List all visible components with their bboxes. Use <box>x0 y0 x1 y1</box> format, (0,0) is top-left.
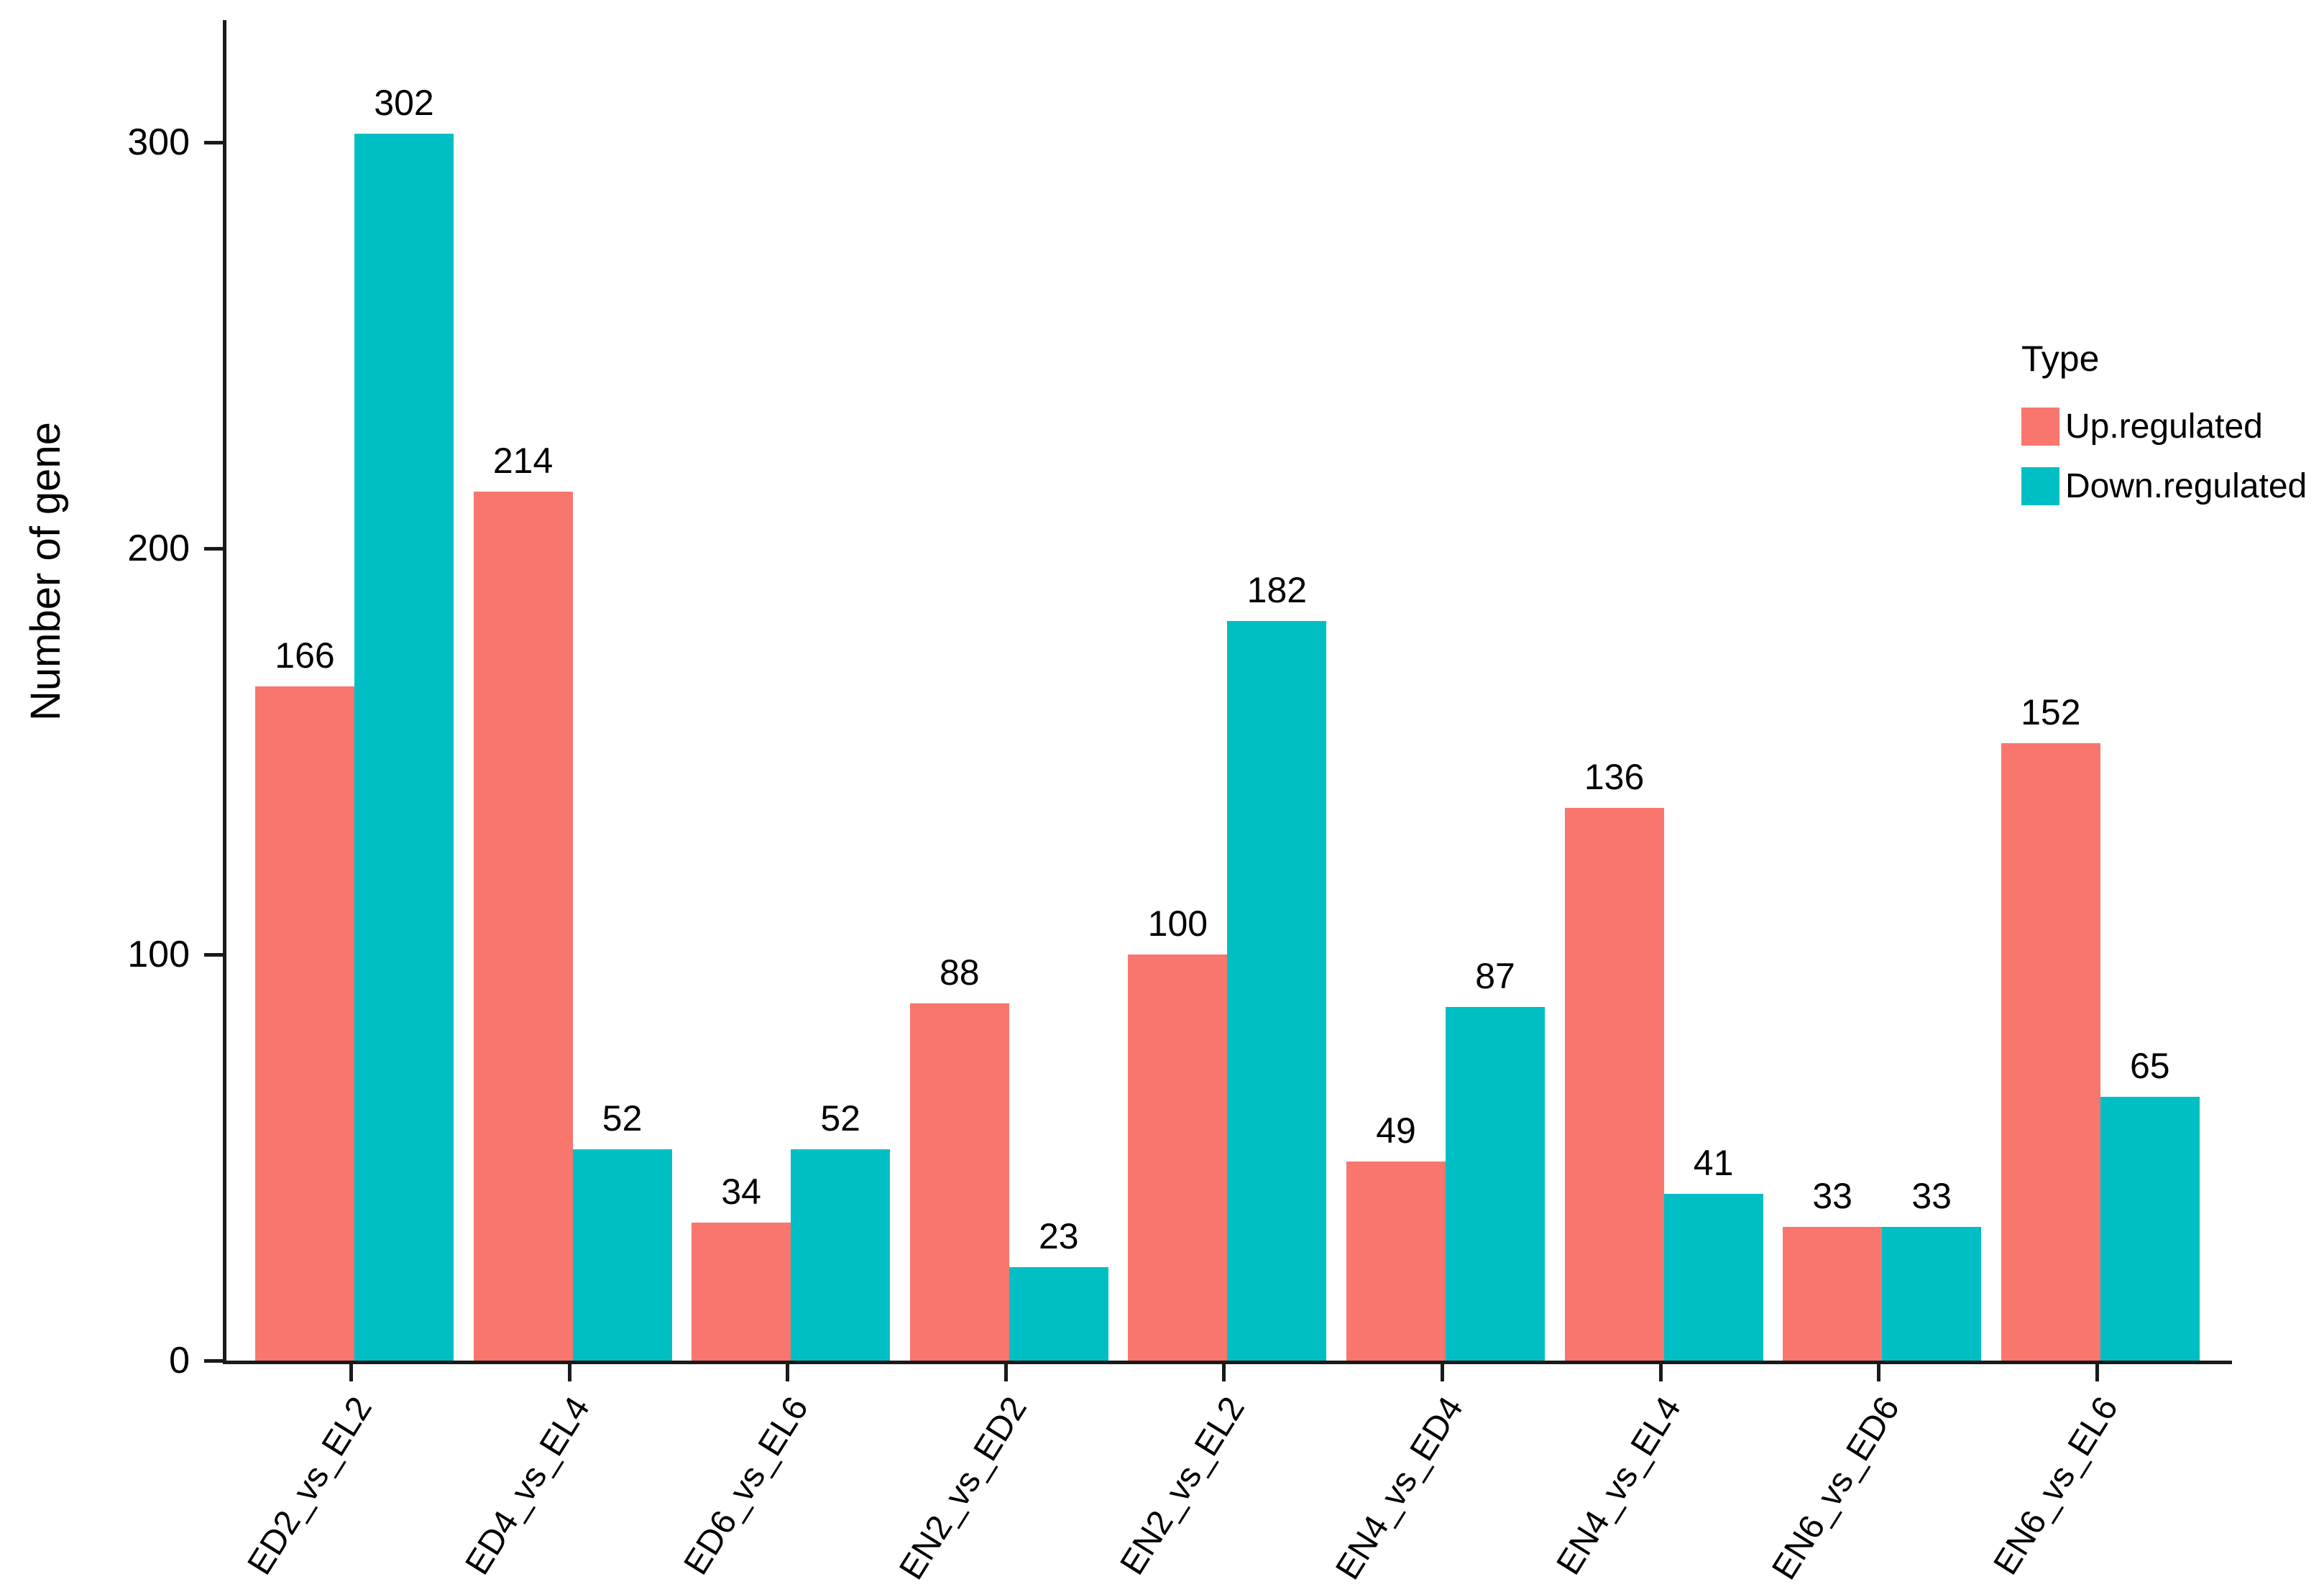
x-tick <box>349 1364 353 1381</box>
bar-down-regulated <box>2100 1096 2200 1361</box>
bar-up-regulated <box>1346 1162 1446 1361</box>
bar-down-regulated <box>1227 621 1327 1361</box>
legend-items: Up.regulated Down.regulated <box>2021 407 2307 506</box>
x-tick-label: EN2_vs_ED2 <box>891 1390 1034 1586</box>
y-tick <box>204 952 223 957</box>
x-tick <box>1003 1364 1008 1381</box>
plot-area: 166 302 214 52 34 52 88 23 100 182 49 87 136 41 33 33 15… <box>223 20 2232 1364</box>
bar-down-regulated <box>1882 1226 1982 1361</box>
x-tick-label: EN6_vs_EL6 <box>1986 1390 2126 1582</box>
x-tick <box>1658 1364 1663 1381</box>
bar-down-regulated <box>791 1149 891 1361</box>
x-tick-label: EN4_vs_ED4 <box>1328 1390 1471 1586</box>
bar-value-label: 88 <box>939 952 980 993</box>
bar-value-label: 65 <box>2129 1045 2170 1086</box>
bar-value-label: 49 <box>1376 1110 1416 1151</box>
y-tick-label: 100 <box>127 933 190 975</box>
x-tick <box>1441 1364 1444 1381</box>
bar-value-label: 33 <box>1911 1175 1952 1216</box>
bar-up-regulated <box>1564 808 1664 1361</box>
legend-item-label: Down.regulated <box>2065 467 2307 505</box>
x-tick <box>567 1364 571 1381</box>
y-tick <box>204 1359 223 1363</box>
x-tick <box>786 1364 790 1381</box>
bar-value-label: 87 <box>1475 956 1515 997</box>
bar-value-label: 166 <box>275 635 335 676</box>
legend-item-down-regulated: Down.regulated <box>2021 466 2307 506</box>
bar-down-regulated <box>1009 1267 1108 1361</box>
x-tick <box>1222 1364 1226 1381</box>
x-tick <box>2095 1364 2099 1381</box>
y-tick <box>204 546 223 551</box>
bar-value-label: 152 <box>2021 691 2081 732</box>
bar-value-label: 52 <box>602 1098 643 1139</box>
legend-item-up-regulated: Up.regulated <box>2021 407 2307 446</box>
y-axis-title: Number of gene <box>22 422 69 721</box>
legend-swatch <box>2021 408 2059 446</box>
bar-down-regulated <box>572 1149 672 1361</box>
x-tick-label: EN4_vs_EL4 <box>1549 1390 1689 1582</box>
bar-up-regulated <box>1128 954 1228 1361</box>
bar-up-regulated <box>909 1003 1009 1361</box>
x-tick-label: EN2_vs_EL2 <box>1113 1390 1253 1582</box>
bar-value-label: 302 <box>374 83 434 124</box>
x-tick-label: ED4_vs_EL4 <box>458 1390 598 1582</box>
bar-down-regulated <box>1446 1007 1545 1361</box>
bar-value-label: 33 <box>1812 1175 1852 1216</box>
bar-up-regulated <box>1783 1226 1883 1361</box>
bar-value-label: 41 <box>1693 1143 1734 1184</box>
bar-up-regulated <box>692 1222 791 1361</box>
bar-down-regulated <box>1663 1194 1763 1361</box>
bar-value-label: 100 <box>1147 903 1208 944</box>
y-tick-label: 0 <box>169 1340 190 1381</box>
legend: Type Up.regulated Down.regulated <box>2021 338 2307 526</box>
bar-value-label: 52 <box>820 1098 860 1139</box>
y-tick <box>204 140 223 144</box>
bar-value-label: 34 <box>721 1171 761 1212</box>
bar-value-label: 182 <box>1246 570 1308 611</box>
y-tick-label: 300 <box>127 121 190 163</box>
legend-item-label: Up.regulated <box>2065 408 2263 446</box>
x-tick-label: ED6_vs_EL6 <box>676 1390 816 1582</box>
bar-value-label: 214 <box>492 440 554 481</box>
bar-value-label: 136 <box>1584 757 1645 798</box>
bar-up-regulated <box>2001 742 2100 1361</box>
x-tick-label: ED2_vs_EL2 <box>240 1390 380 1582</box>
x-tick-label: EN6_vs_ED6 <box>1765 1390 1907 1586</box>
bar-value-label: 23 <box>1038 1216 1079 1257</box>
bar-down-regulated <box>354 134 454 1361</box>
bar-up-regulated <box>255 686 354 1361</box>
y-tick-label: 200 <box>127 527 190 569</box>
legend-swatch <box>2021 467 2059 505</box>
legend-title: Type <box>2021 339 2100 379</box>
bar-up-regulated <box>473 491 573 1361</box>
x-tick <box>1877 1364 1881 1381</box>
